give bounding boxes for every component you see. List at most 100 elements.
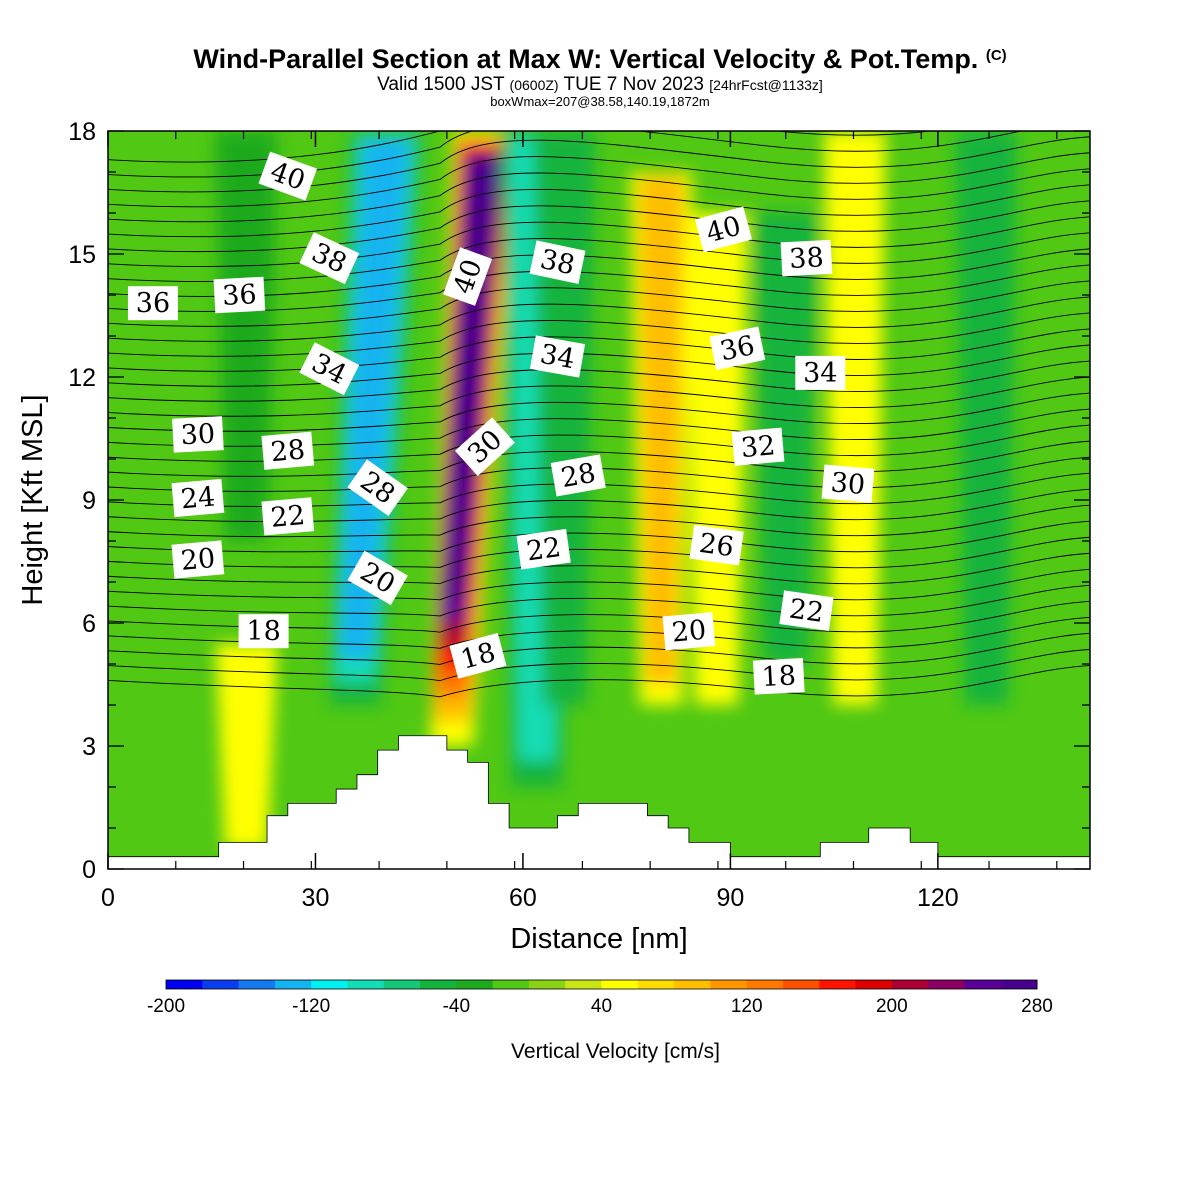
theta-label-bg bbox=[127, 286, 178, 321]
theta-contour bbox=[108, 616, 1090, 649]
x-tick-label: 30 bbox=[302, 884, 330, 912]
chart-valid-time: Valid 1500 JST (0600Z) TUE 7 Nov 2023 [2… bbox=[0, 74, 1200, 96]
theta-label: 36 bbox=[709, 326, 766, 371]
theta-contour bbox=[108, 408, 1090, 447]
w-cell bbox=[215, 131, 278, 541]
theta-label: 24 bbox=[171, 478, 225, 518]
theta-label: 28 bbox=[550, 454, 606, 497]
theta-label-bg bbox=[780, 239, 833, 277]
colorbar-tick-label: -200 bbox=[147, 996, 185, 1017]
colorbar-tick-label: -120 bbox=[292, 996, 330, 1017]
valid-a: Valid 1500 JST bbox=[377, 74, 505, 95]
theta-label: 20 bbox=[662, 612, 716, 651]
theta-label: 18 bbox=[752, 658, 805, 695]
colorbar-tick-label: 40 bbox=[591, 996, 612, 1017]
theta-label-text: 30 bbox=[180, 419, 216, 452]
theta-label: 32 bbox=[731, 427, 785, 466]
colorbar-swatch bbox=[674, 980, 711, 989]
theta-contour bbox=[108, 376, 1090, 417]
colorbar-swatch bbox=[202, 980, 240, 989]
theta-label-text: 18 bbox=[246, 616, 280, 647]
y-tick-label: 12 bbox=[68, 364, 96, 392]
theta-label-text: 34 bbox=[803, 358, 837, 389]
theta-label-text: 26 bbox=[697, 528, 735, 563]
theta-label-bg bbox=[689, 524, 744, 566]
theta-label: 18 bbox=[238, 614, 289, 649]
theta-label-bg bbox=[258, 151, 318, 201]
theta-label-bg bbox=[662, 612, 716, 651]
y-tick-label: 15 bbox=[68, 241, 96, 269]
x-tick-label: 60 bbox=[509, 884, 537, 912]
theta-label: 18 bbox=[449, 632, 507, 679]
theta-contour bbox=[108, 232, 1090, 282]
theta-label-bg bbox=[821, 464, 875, 503]
w-cell bbox=[533, 131, 596, 705]
colorbar-swatch bbox=[274, 980, 312, 989]
chart-title: Wind-Parallel Section at Max W: Vertical… bbox=[0, 44, 1200, 75]
theta-label-bg bbox=[443, 247, 493, 306]
theta-contour bbox=[108, 504, 1090, 538]
valid-c: TUE 7 Nov 2023 bbox=[563, 74, 704, 95]
colorbar-swatch bbox=[347, 980, 385, 989]
theta-contour bbox=[108, 168, 1090, 223]
theta-label-bg bbox=[238, 614, 289, 649]
colorbar-tick-label: 200 bbox=[876, 996, 908, 1017]
theta-contour bbox=[108, 632, 1090, 665]
theta-label-bg bbox=[171, 540, 225, 579]
theta-label-text: 24 bbox=[179, 482, 216, 516]
colorbar: -200 -120 -40 40 120 200 280 Vertical Velocity … bbox=[147, 979, 1053, 1063]
theta-label-text: 18 bbox=[761, 660, 797, 693]
theta-contour bbox=[108, 131, 934, 163]
theta-label: 34 bbox=[529, 335, 586, 378]
theta-label-bg bbox=[779, 590, 834, 632]
theta-label: 26 bbox=[689, 524, 744, 566]
colorbar-swatch bbox=[928, 980, 965, 989]
theta-label-bg bbox=[171, 478, 225, 518]
theta-label-bg bbox=[516, 528, 571, 570]
theta-contour bbox=[108, 584, 1090, 617]
colorbar-swatch bbox=[782, 980, 820, 989]
theta-label-bg bbox=[709, 326, 766, 371]
theta-label-text: 34 bbox=[538, 339, 577, 375]
theta-label-text: 38 bbox=[537, 244, 577, 281]
theta-label: 38 bbox=[529, 240, 586, 285]
theta-label: 30 bbox=[821, 464, 875, 503]
theta-contour bbox=[108, 440, 1090, 477]
theta-contour bbox=[108, 152, 1090, 208]
theta-label-text: 36 bbox=[221, 279, 257, 312]
theta-label-text: 20 bbox=[179, 543, 216, 577]
x-tick-label: 120 bbox=[917, 884, 959, 912]
y-axis-title: Height [Kft MSL] bbox=[17, 394, 49, 605]
colorbar-swatch bbox=[710, 980, 748, 989]
theta-label-bg bbox=[529, 240, 586, 285]
colorbar-swatch bbox=[528, 980, 566, 989]
colorbar-tick-label: 120 bbox=[731, 996, 763, 1017]
x-tick-label: 0 bbox=[101, 884, 115, 912]
theta-label-bg bbox=[731, 427, 785, 466]
theta-label-text: 22 bbox=[525, 532, 563, 567]
theta-contour bbox=[108, 568, 1090, 601]
terrain bbox=[107, 735, 1091, 870]
colorbar-swatch bbox=[601, 980, 639, 989]
colorbar-swatch bbox=[891, 980, 929, 989]
theta-label: 22 bbox=[779, 590, 834, 632]
theta-contour bbox=[108, 392, 1090, 432]
colorbar-swatch bbox=[637, 980, 675, 989]
theta-contour bbox=[108, 280, 1090, 327]
theta-label: 40 bbox=[443, 247, 493, 306]
chart-box-max: boxWmax=207@38.58,140.19,1872m bbox=[490, 94, 710, 109]
theta-contour bbox=[108, 296, 1090, 342]
theta-label-text: 36 bbox=[717, 330, 757, 367]
theta-label: 22 bbox=[261, 497, 315, 536]
colorbar-swatch bbox=[311, 980, 348, 989]
theta-label-text: 20 bbox=[670, 615, 707, 649]
theta-label-bg bbox=[454, 417, 515, 477]
theta-label-bg bbox=[299, 342, 360, 396]
colorbar-title: Vertical Velocity [cm/s] bbox=[511, 1040, 720, 1063]
theta-label-text: 32 bbox=[740, 430, 777, 464]
colorbar-swatch bbox=[420, 980, 457, 989]
colorbar-swatch bbox=[819, 980, 857, 989]
